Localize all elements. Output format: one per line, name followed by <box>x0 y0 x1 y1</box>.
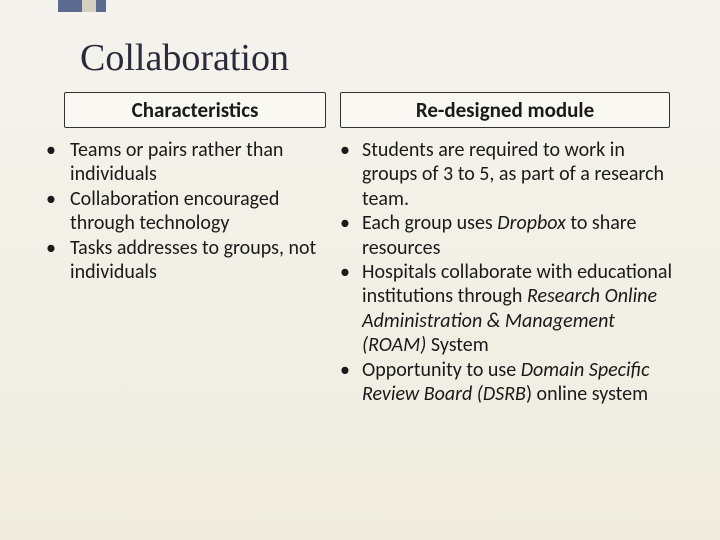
deco-bar <box>96 0 106 12</box>
list-item: Hospitals collaborate with educational i… <box>362 260 674 358</box>
list-item: Each group uses Dropbox to share resourc… <box>362 211 674 260</box>
right-column: Re-designed module Students are required… <box>340 92 688 406</box>
right-column-header: Re-designed module <box>340 92 670 128</box>
list-item: Collaboration encouraged through technol… <box>70 187 328 236</box>
two-column-layout: Characteristics Teams or pairs rather th… <box>32 92 688 406</box>
list-item: Opportunity to use Domain Specific Revie… <box>362 358 674 407</box>
left-column: Characteristics Teams or pairs rather th… <box>32 92 332 406</box>
list-item: Students are required to work in groups … <box>362 138 674 211</box>
list-item: Tasks addresses to groups, not individua… <box>70 236 328 285</box>
decorative-bars <box>58 0 106 12</box>
deco-bar <box>58 0 82 12</box>
slide-title: Collaboration <box>80 36 688 80</box>
left-bullet-list: Teams or pairs rather than individualsCo… <box>32 138 332 284</box>
left-column-header: Characteristics <box>64 92 326 128</box>
right-bullet-list: Students are required to work in groups … <box>340 138 688 406</box>
deco-bar <box>82 0 96 12</box>
list-item: Teams or pairs rather than individuals <box>70 138 328 187</box>
slide: Collaboration Characteristics Teams or p… <box>0 0 720 540</box>
